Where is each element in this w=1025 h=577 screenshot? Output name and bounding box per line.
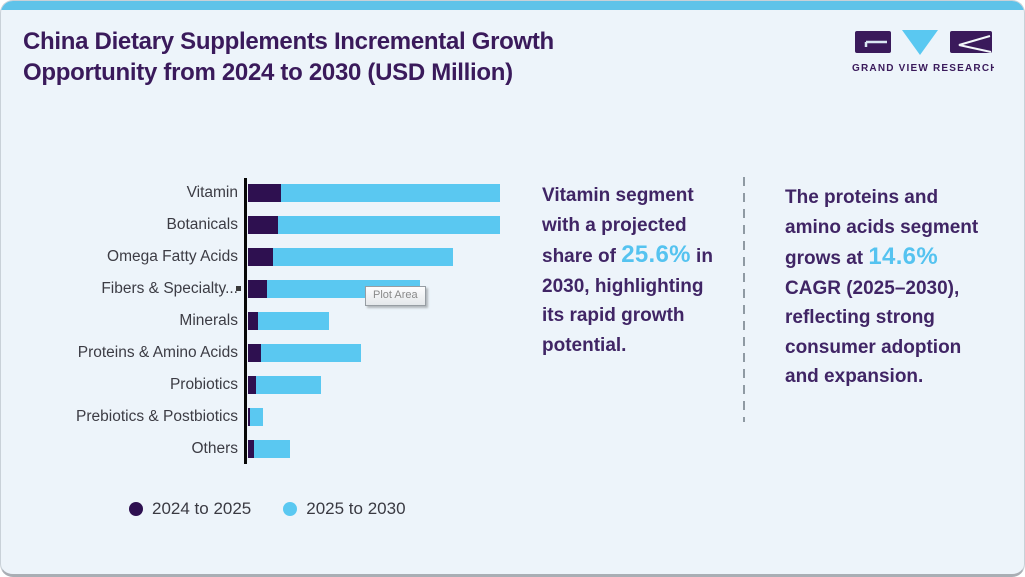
vitamin-callout-text2: in 2030, highlighting its rapid growth p… — [542, 246, 713, 356]
page-title-line1: China Dietary Supplements Incremental Gr… — [23, 28, 554, 55]
chart-legend: 2024 to 2025 2025 to 2030 — [129, 499, 406, 519]
chart-row: Vitamin — [1, 184, 526, 202]
category-label: Others — [191, 440, 238, 457]
chart-row: Minerals — [1, 312, 526, 330]
plot-area-tooltip: Plot Area — [365, 286, 426, 306]
category-label: Fibers & Specialty... — [101, 280, 238, 297]
chart-row: Probiotics — [1, 376, 526, 394]
category-label: Vitamin — [186, 184, 238, 201]
category-label: Prebiotics & Postbiotics — [76, 408, 238, 425]
proteins-cagr-value: 14.6% — [868, 243, 938, 270]
bar-segment-2024-2025[interactable] — [248, 184, 281, 202]
bar-segment-2025-2030[interactable] — [258, 312, 329, 330]
bar-segment-2024-2025[interactable] — [248, 376, 256, 394]
legend-item-2024-2025[interactable]: 2024 to 2025 — [129, 499, 251, 519]
axis-handle-dot — [236, 286, 241, 291]
chart-row: Omega Fatty Acids — [1, 248, 526, 266]
chart-row: Proteins & Amino Acids — [1, 344, 526, 362]
page-title-line2: Opportunity from 2024 to 2030 (USD Milli… — [23, 59, 513, 86]
category-label: Minerals — [179, 312, 238, 329]
bar-group — [248, 344, 361, 362]
gvr-logo-icon: GRAND VIEW RESEARCH — [852, 30, 998, 74]
logo-wordmark: GRAND VIEW RESEARCH — [852, 63, 994, 74]
bar-segment-2025-2030[interactable] — [254, 440, 290, 458]
grand-view-research-logo: GRAND VIEW RESEARCH — [852, 30, 998, 75]
bar-group — [248, 376, 321, 394]
legend-label: 2024 to 2025 — [152, 499, 252, 518]
category-axis-line — [244, 178, 247, 464]
proteins-callout-text: The proteins and amino acids segment gro… — [785, 187, 979, 269]
bar-segment-2025-2030[interactable] — [281, 184, 500, 202]
plot-area-tooltip-label: Plot Area — [373, 289, 418, 301]
bar-segment-2024-2025[interactable] — [248, 216, 278, 234]
bar-segment-2024-2025[interactable] — [248, 440, 254, 458]
proteins-callout-text2: CAGR (2025–2030), reflecting strong cons… — [785, 277, 962, 388]
bar-group — [248, 216, 500, 234]
chart-row: Others — [1, 440, 526, 458]
legend-swatch-dark-icon — [129, 502, 143, 516]
bar-group — [248, 248, 453, 266]
bar-segment-2025-2030[interactable] — [273, 248, 453, 266]
bar-segment-2024-2025[interactable] — [248, 248, 273, 266]
page-title: China Dietary Supplements Incremental Gr… — [23, 26, 554, 88]
bar-group — [248, 408, 263, 426]
vitamin-share-value: 25.6% — [621, 241, 691, 268]
legend-label: 2025 to 2030 — [306, 499, 406, 518]
chart-row: Fibers & Specialty... — [1, 280, 526, 298]
chart-row: Botanicals — [1, 216, 526, 234]
bar-group — [248, 312, 329, 330]
dashed-divider — [743, 177, 745, 422]
legend-swatch-blue-icon — [283, 502, 298, 516]
category-label: Probiotics — [169, 376, 238, 393]
bar-segment-2024-2025[interactable] — [248, 344, 261, 362]
vitamin-callout: Vitamin segment with a projected share o… — [542, 181, 728, 360]
category-label: Omega Fatty Acids — [107, 248, 238, 265]
bar-group — [248, 440, 290, 458]
bar-segment-2025-2030[interactable] — [278, 216, 500, 234]
bar-segment-2024-2025[interactable] — [248, 312, 258, 330]
proteins-callout: The proteins and amino acids segment gro… — [785, 183, 999, 392]
chart-row: Prebiotics & Postbiotics — [1, 408, 526, 426]
incremental-growth-bar-chart: Vitamin Botanicals Omega Fatty Acids Fibers… — [1, 177, 526, 467]
category-label: Proteins & Amino Acids — [77, 344, 238, 361]
bar-segment-2024-2025[interactable] — [248, 408, 250, 426]
bar-segment-2025-2030[interactable] — [250, 408, 263, 426]
bar-segment-2024-2025[interactable] — [248, 280, 267, 298]
category-label: Botanicals — [166, 216, 238, 233]
legend-item-2025-2030[interactable]: 2025 to 2030 — [283, 499, 406, 519]
top-accent-bar — [1, 1, 1024, 10]
bar-segment-2025-2030[interactable] — [256, 376, 321, 394]
bar-segment-2025-2030[interactable] — [261, 344, 361, 362]
vitamin-callout-text: Vitamin segment with a projected share o… — [542, 185, 694, 267]
bar-group — [248, 184, 500, 202]
